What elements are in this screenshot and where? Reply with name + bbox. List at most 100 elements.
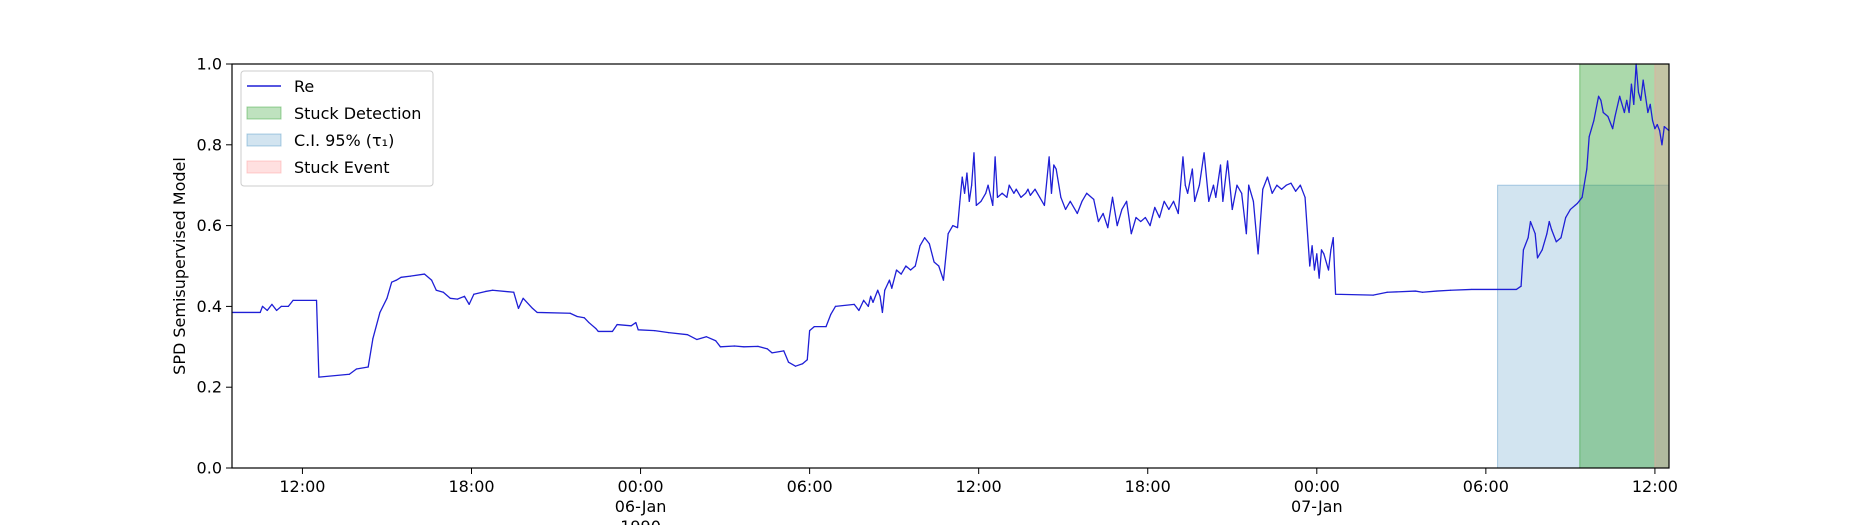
data-point	[1318, 277, 1320, 279]
data-point	[1619, 95, 1621, 97]
data-point	[595, 328, 597, 330]
region-1	[1579, 63, 1670, 469]
x-tick-label: 06:00	[1463, 477, 1509, 496]
data-point	[1053, 164, 1055, 166]
data-point	[1060, 196, 1062, 198]
data-point	[996, 196, 999, 198]
data-point	[1208, 200, 1210, 202]
data-point	[1450, 289, 1452, 291]
data-point	[961, 176, 963, 178]
x-axis: 12:0018:0000:0006-Jan199006:0012:0018:00…	[279, 468, 1678, 525]
legend-swatch	[246, 106, 282, 120]
plot-frame	[231, 63, 1670, 469]
data-point	[1013, 192, 1015, 194]
data-point	[705, 336, 707, 338]
data-point	[1222, 200, 1224, 202]
data-point	[1623, 111, 1625, 114]
data-point	[1245, 233, 1247, 235]
data-point	[318, 376, 320, 378]
data-point	[1055, 168, 1057, 170]
legend-label: Re	[294, 77, 314, 96]
data-point	[985, 192, 987, 194]
region-0	[1497, 184, 1670, 469]
data-point	[1039, 196, 1041, 198]
data-point	[867, 305, 869, 307]
data-point	[1158, 216, 1161, 219]
data-point	[1327, 269, 1330, 271]
data-point	[1177, 212, 1179, 215]
data-point	[942, 279, 945, 281]
data-point	[881, 311, 884, 314]
data-point	[473, 293, 475, 295]
data-point	[1316, 253, 1318, 255]
data-point	[994, 156, 996, 158]
data-point	[1421, 291, 1424, 293]
data-point	[766, 348, 768, 350]
data-point	[771, 352, 773, 354]
data-point	[1649, 103, 1651, 105]
data-point	[576, 315, 578, 318]
data-point	[853, 303, 855, 305]
x-tick-label: 12:00	[279, 477, 325, 496]
data-point	[637, 329, 639, 331]
data-point	[1029, 194, 1031, 196]
data-point	[391, 281, 393, 283]
data-point	[888, 279, 891, 281]
data-point	[1144, 216, 1146, 219]
data-point	[1008, 184, 1010, 186]
data-point	[963, 192, 966, 194]
data-point	[1064, 208, 1067, 211]
data-point	[1602, 111, 1604, 114]
data-point	[1644, 95, 1647, 97]
data-point	[468, 303, 470, 305]
legend-swatch	[246, 133, 282, 147]
data-point	[1471, 288, 1473, 291]
data-point	[1332, 237, 1334, 239]
data-point	[1034, 188, 1036, 190]
data-point	[794, 365, 797, 367]
data-point	[872, 301, 874, 303]
data-point	[1600, 99, 1602, 101]
data-point	[1184, 184, 1186, 186]
data-point	[900, 273, 902, 275]
x-tick-label: 12:00	[1632, 477, 1678, 496]
y-tick-label: 0.4	[197, 297, 222, 316]
data-point	[1001, 192, 1003, 194]
data-point	[1309, 265, 1311, 267]
y-tick-label: 1.0	[197, 55, 222, 74]
data-point	[456, 298, 459, 300]
data-point	[1194, 200, 1196, 202]
data-point	[536, 311, 538, 314]
data-point	[1248, 184, 1250, 186]
data-point	[801, 363, 804, 365]
data-point	[409, 275, 412, 277]
data-point	[315, 299, 318, 301]
data-point	[992, 204, 994, 206]
data-point	[280, 305, 282, 307]
data-point	[1614, 115, 1616, 118]
data-point	[1081, 200, 1083, 202]
data-point	[947, 233, 949, 235]
data-point	[1236, 184, 1238, 186]
data-point	[1546, 233, 1548, 235]
data-point	[1215, 196, 1217, 198]
data-point	[1304, 196, 1306, 198]
data-point	[987, 184, 989, 186]
data-point	[1212, 184, 1215, 186]
data-point	[813, 326, 815, 328]
data-point	[597, 330, 599, 333]
y-tick-label: 0.0	[197, 459, 222, 478]
data-point	[1168, 208, 1170, 211]
x-tick-label: 07-Jan	[1291, 497, 1343, 516]
data-point	[870, 295, 872, 297]
data-point	[928, 243, 930, 245]
data-point	[1241, 192, 1243, 194]
x-tick-label: 18:00	[448, 477, 494, 496]
data-point	[905, 265, 907, 267]
data-point	[1006, 196, 1008, 198]
data-point	[484, 290, 487, 293]
data-point	[492, 289, 494, 291]
data-point	[1334, 293, 1337, 295]
data-point	[1654, 128, 1656, 130]
